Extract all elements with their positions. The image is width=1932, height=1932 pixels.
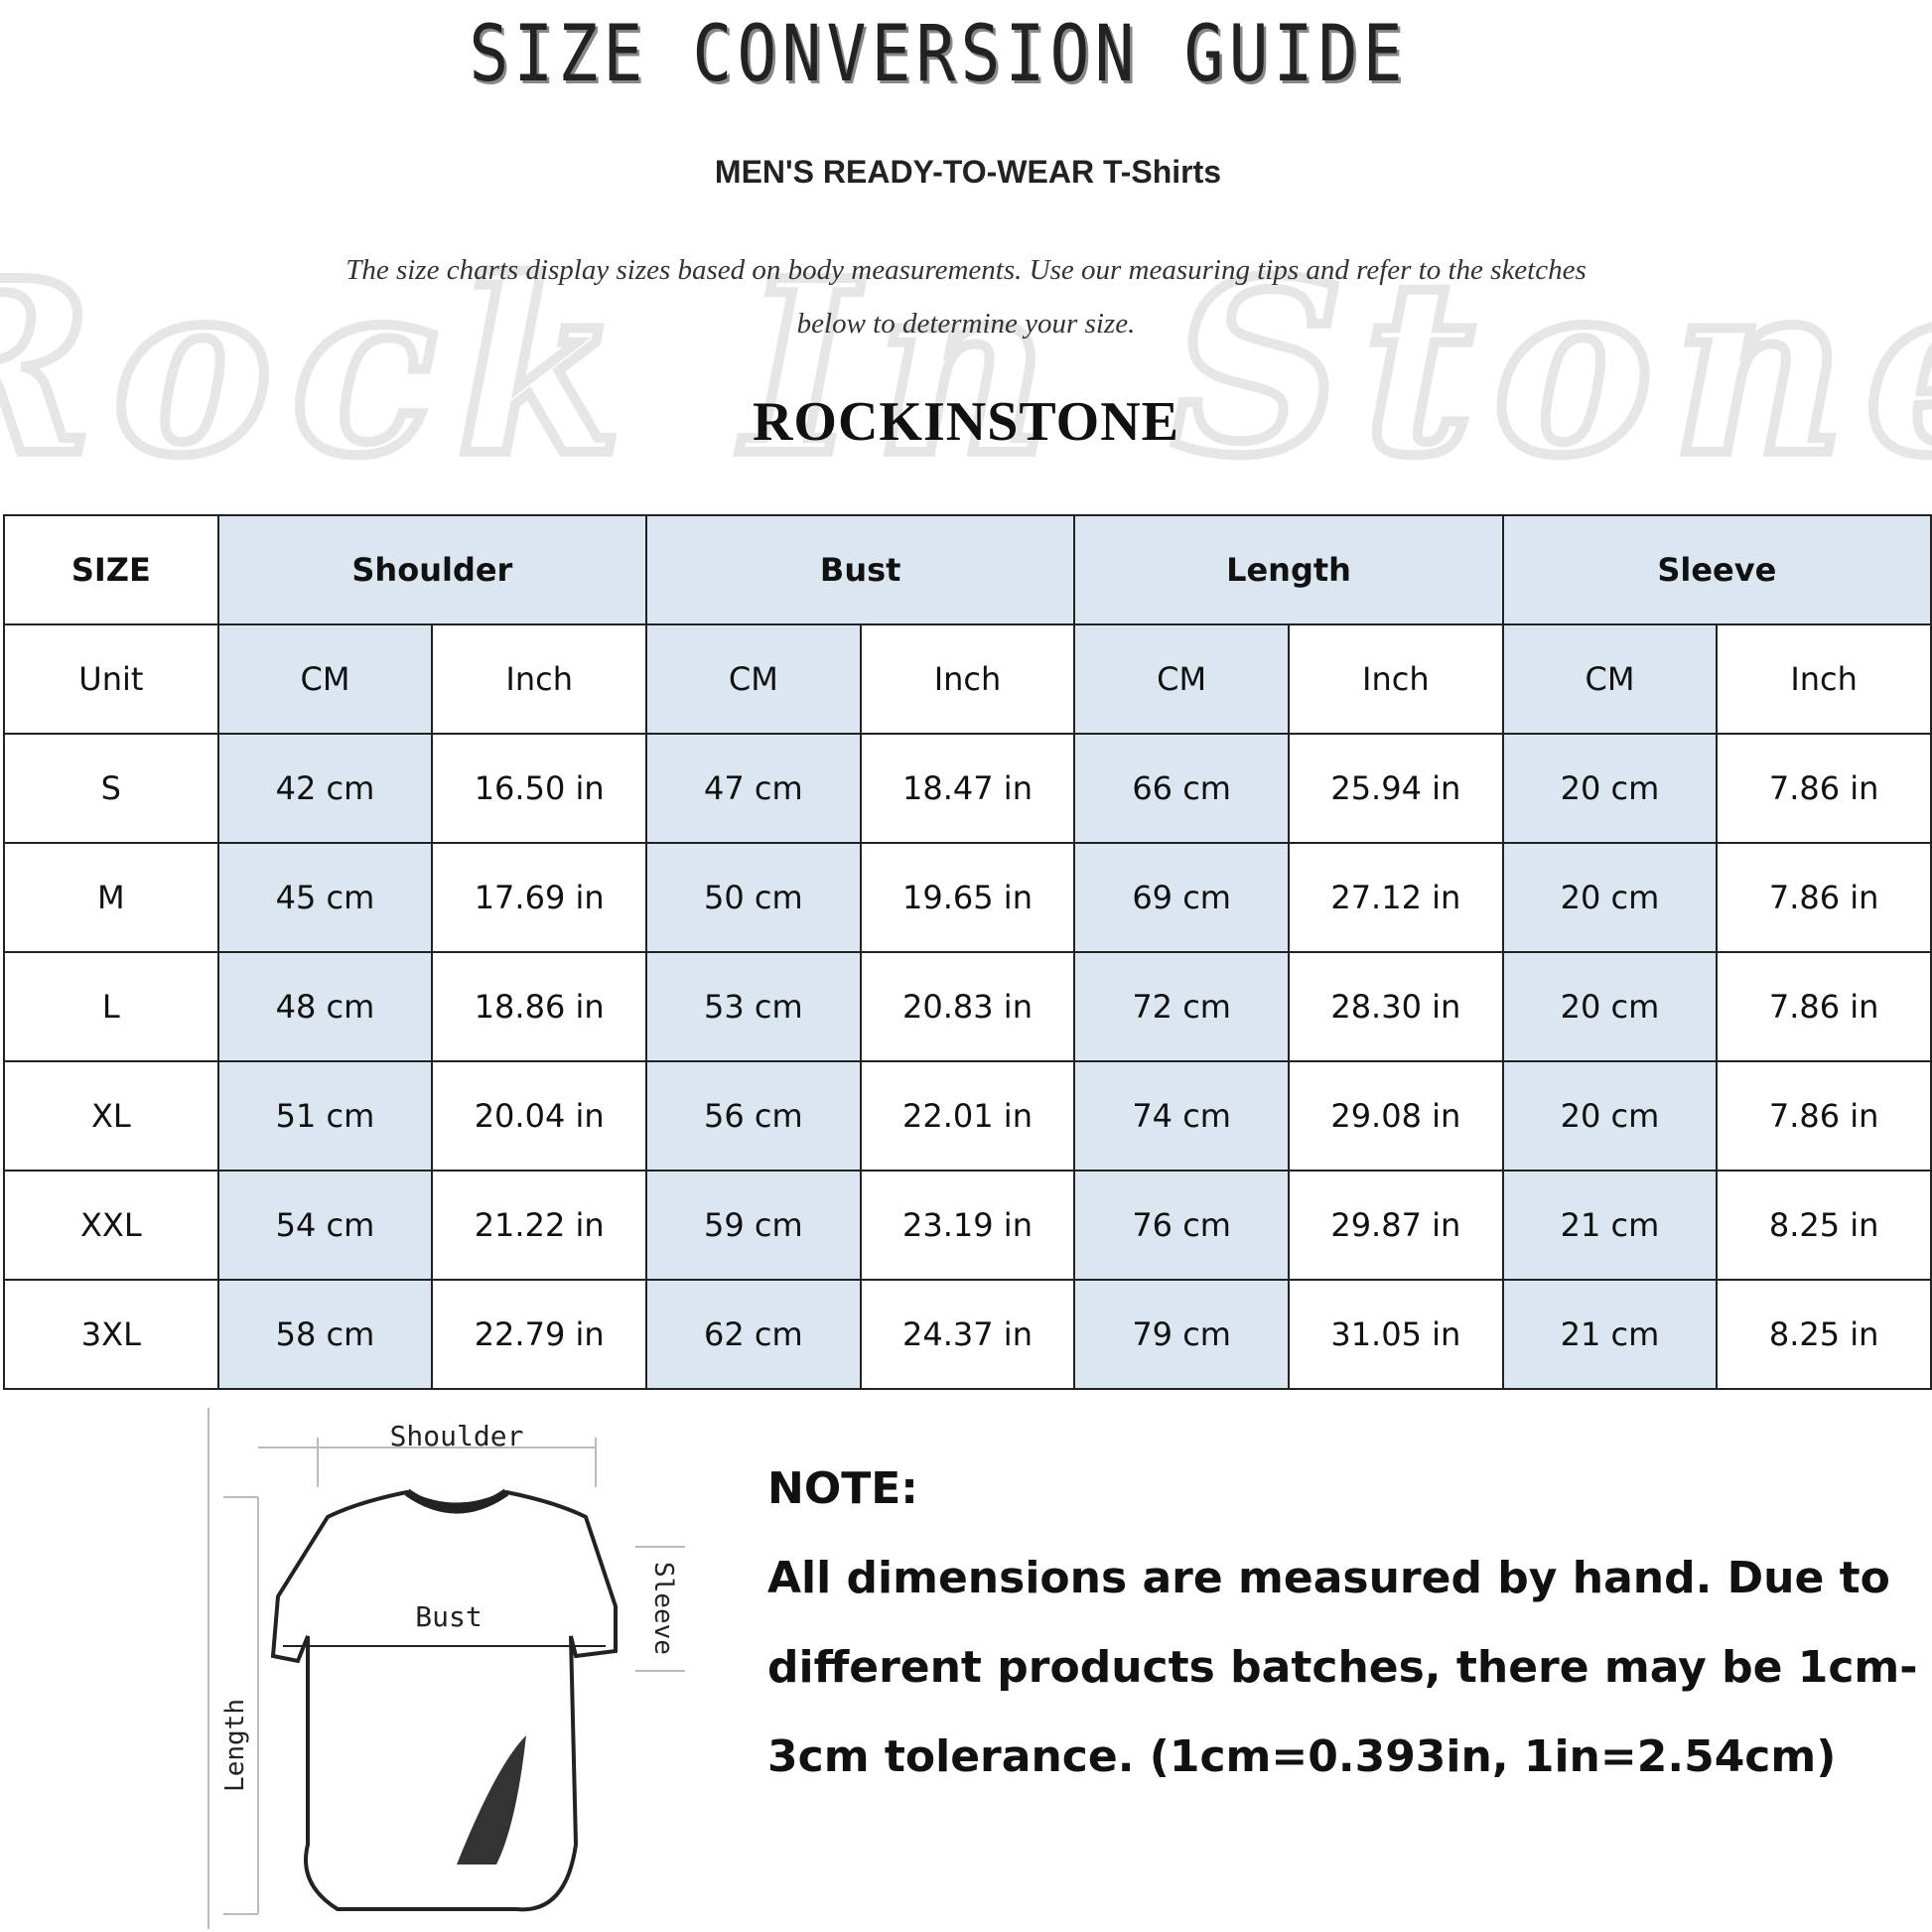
measurement-cell: 76 cm [1073,1170,1290,1281]
measurement-cell: 74 cm [1073,1060,1290,1172]
page-title: SIZE CONVERSION GUIDE [469,10,1408,99]
table-row: S 42 cm 16.50 in 47 cm 18.47 in 66 cm 25.94 in… [3,733,1932,844]
size-label-cell: 3XL [3,1279,219,1390]
measurement-cell: 21 cm [1501,1279,1719,1390]
header-cell: Bust [645,514,1076,625]
measurement-cell: 72 cm [1073,951,1290,1062]
size-label-cell: M [3,842,219,953]
measurement-cell: 58 cm [216,1279,434,1390]
measurement-cell: 7.86 in [1716,842,1932,953]
measurement-cell: 20 cm [1501,1060,1719,1172]
measurement-cell: 19.65 in [859,842,1076,953]
unit-cell: CM [645,623,862,735]
unit-cell: Inch [431,623,648,735]
measurement-cell: 20.83 in [859,951,1076,1062]
table-row: XL 51 cm 20.04 in 56 cm 22.01 in 74 cm 29.08 i… [3,1060,1932,1172]
measurement-cell: 17.69 in [431,842,648,953]
size-label-cell: L [3,951,219,1062]
measurement-cell: 20 cm [1501,951,1719,1062]
measurement-cell: 21 cm [1501,1170,1719,1281]
unit-cell: Unit [3,623,219,735]
tshirt-measurement-sketch: Shoulder Bust Sleeve Length [207,1408,685,1929]
measurement-cell: 8.25 in [1716,1279,1932,1390]
size-label-cell: XL [3,1060,219,1172]
measurement-cell: 22.79 in [431,1279,648,1390]
header-cell: Sleeve [1501,514,1932,625]
measurement-cell: 56 cm [645,1060,862,1172]
measurement-cell: 21.22 in [431,1170,648,1281]
note-heading: NOTE: [767,1463,918,1514]
measurement-cell: 53 cm [645,951,862,1062]
table-row: XXL 54 cm 21.22 in 59 cm 23.19 in 76 cm 29.87 … [3,1170,1932,1281]
unit-cell: CM [216,623,434,735]
measurement-cell: 7.86 in [1716,1060,1932,1172]
unit-cell: Inch [859,623,1076,735]
table-row: 3XL 58 cm 22.79 in 62 cm 24.37 in 79 cm 31.05 … [3,1279,1932,1390]
measurement-cell: 51 cm [216,1060,434,1172]
watermark-logo: Rock In Stone [0,253,1932,491]
measurement-cell: 28.30 in [1287,951,1504,1062]
measurement-cell: 47 cm [645,733,862,844]
measurement-cell: 20.04 in [431,1060,648,1172]
measurement-cell: 20 cm [1501,842,1719,953]
measurement-cell: 20 cm [1501,733,1719,844]
measurement-cell: 27.12 in [1287,842,1504,953]
sleeve-label: Sleeve [648,1562,678,1655]
measurement-cell: 22.01 in [859,1060,1076,1172]
note-body: All dimensions are measured by hand. Due… [767,1553,1918,1782]
size-label-cell: XXL [3,1170,219,1281]
shoulder-label: Shoulder [390,1420,524,1452]
measurement-cell: 29.87 in [1287,1170,1504,1281]
unit-cell: Inch [1716,623,1932,735]
unit-cell: Inch [1287,623,1504,735]
measurement-cell: 7.86 in [1716,733,1932,844]
measurement-cell: 62 cm [645,1279,862,1390]
measurement-cell: 69 cm [1073,842,1290,953]
measurement-cell: 50 cm [645,842,862,953]
brand-name: ROCKINSTONE [752,391,1180,453]
unit-row: Unit CM Inch CM Inch CM Inch CM Inch [3,623,1932,735]
measurement-cell: 54 cm [216,1170,434,1281]
size-label-cell: S [3,733,219,844]
unit-cell: CM [1501,623,1719,735]
measurement-cell: 79 cm [1073,1279,1290,1390]
table-header-row: SIZE Shoulder Bust Length Sleeve [3,514,1932,625]
measurement-cell: 25.94 in [1287,733,1504,844]
length-label: Length [220,1699,250,1792]
header-cell: Shoulder [216,514,648,625]
table-row: L 48 cm 18.86 in 53 cm 20.83 in 72 cm 28.30 in… [3,951,1932,1062]
measurement-cell: 42 cm [216,733,434,844]
header-cell: Length [1073,514,1504,625]
measurement-cell: 18.47 in [859,733,1076,844]
measurement-cell: 66 cm [1073,733,1290,844]
size-table: SIZE Shoulder Bust Length Sleeve Unit CM… [3,514,1932,1390]
unit-cell: CM [1073,623,1290,735]
measurement-cell: 45 cm [216,842,434,953]
measurement-cell: 24.37 in [859,1279,1076,1390]
header-cell: SIZE [3,514,219,625]
note-block: NOTE: All dimensions are measured by han… [767,1445,1919,1802]
measurement-cell: 18.86 in [431,951,648,1062]
measurement-cell: 29.08 in [1287,1060,1504,1172]
measurement-cell: 23.19 in [859,1170,1076,1281]
intro-text-line2: below to determine your size. [796,308,1136,340]
measurement-cell: 48 cm [216,951,434,1062]
measurement-cell: 16.50 in [431,733,648,844]
measurement-cell: 8.25 in [1716,1170,1932,1281]
table-row: M 45 cm 17.69 in 50 cm 19.65 in 69 cm 27.12 in… [3,842,1932,953]
svg-text:Rock In Stone: Rock In Stone [0,253,1932,491]
page-subtitle: MEN'S READY-TO-WEAR T-Shirts [714,154,1222,190]
measurement-cell: 59 cm [645,1170,862,1281]
intro-text-line1: The size charts display sizes based on b… [345,254,1587,286]
bust-label: Bust [415,1600,482,1633]
measurement-cell: 31.05 in [1287,1279,1504,1390]
measurement-cell: 7.86 in [1716,951,1932,1062]
